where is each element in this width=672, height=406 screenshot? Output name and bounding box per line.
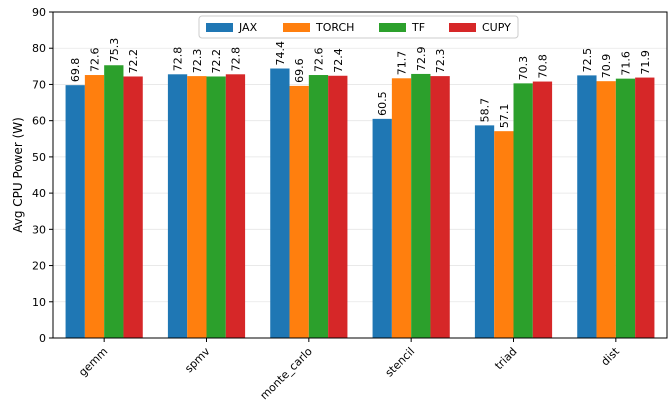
legend-label-cupy: CUPY (482, 21, 511, 34)
bar-value-label: 70.8 (536, 54, 549, 79)
x-tick-label: gemm (76, 345, 110, 379)
legend-swatch-cupy (449, 23, 476, 32)
legend-swatch-tf (379, 23, 406, 32)
bar-value-label: 72.6 (312, 48, 325, 73)
x-axis: gemm spmv monte_carlo stencil triad dist (76, 338, 622, 402)
bar-value-label: 58.7 (479, 98, 492, 123)
legend-label-jax: JAX (238, 21, 258, 34)
bar-value-label: 60.5 (376, 91, 389, 116)
y-axis: 0 10 20 30 40 50 60 70 80 90 (32, 6, 53, 345)
bar-torch-monte_carlo (289, 85, 309, 338)
bar-tf-stencil (411, 73, 431, 338)
bar-value-label: 71.9 (639, 50, 652, 75)
bar-value-label: 72.6 (89, 48, 102, 73)
bar-value-label: 57.1 (498, 104, 511, 128)
y-axis-label: Avg CPU Power (W) (11, 117, 25, 233)
legend-swatch-torch (283, 23, 310, 32)
y-tick-label: 90 (32, 6, 46, 19)
bar-cupy-triad (532, 81, 553, 339)
bar-value-label: 71.7 (396, 51, 409, 76)
bar-value-label: 72.3 (434, 49, 447, 74)
bar-value-label: 74.4 (274, 41, 287, 66)
bar-torch-dist (596, 81, 616, 338)
bar-jax-gemm (65, 85, 85, 339)
x-tick-label: triad (492, 345, 519, 372)
bar-jax-spmv (167, 74, 188, 339)
bar-torch-triad (494, 131, 514, 338)
bar-value-label: 69.8 (69, 58, 82, 83)
legend: JAX TORCH TF CUPY (198, 15, 519, 39)
bar-jax-monte_carlo (270, 68, 290, 339)
y-tick-label: 50 (32, 151, 46, 164)
bar-cupy-gemm (123, 76, 143, 338)
bar-value-label: 70.3 (517, 56, 530, 81)
x-tick-label: stencil (383, 345, 418, 380)
bar-tf-spmv (206, 76, 226, 338)
plot-frame (52, 11, 668, 339)
x-tick-label: dist (599, 344, 623, 368)
bar-cupy-monte_carlo (328, 75, 348, 339)
bar-value-label: 69.6 (293, 58, 306, 83)
bar-cupy-dist (635, 77, 655, 338)
y-tick-label: 10 (32, 296, 46, 309)
bar-torch-stencil (391, 78, 412, 338)
bar-tf-triad (513, 83, 533, 338)
bar-value-label: 71.6 (619, 51, 632, 76)
bar-tf-gemm (104, 65, 124, 338)
y-tick-label: 60 (32, 115, 46, 128)
legend-label-tf: TF (411, 21, 425, 34)
bar-value-label: 72.9 (415, 46, 428, 71)
grid-lines (53, 11, 667, 339)
legend-swatch-jax (206, 23, 233, 32)
bar-cupy-stencil (430, 76, 450, 338)
y-tick-label: 30 (32, 223, 46, 236)
bar-value-labels: 69.8 72.6 75.3 72.2 72.8 72.3 72.2 72.8 74.4 69.6… (69, 38, 652, 128)
bar-torch-spmv (187, 76, 207, 338)
bar-jax-dist (577, 75, 597, 338)
bar-jax-stencil (372, 118, 392, 338)
bar-value-label: 75.3 (108, 38, 121, 63)
bar-value-label: 72.2 (210, 49, 223, 74)
x-tick-label: spmv (182, 345, 213, 376)
bar-value-label: 72.2 (127, 49, 140, 74)
bar-jax-triad (474, 125, 495, 339)
bar-torch-gemm (84, 75, 105, 338)
legend-label-torch: TORCH (315, 21, 354, 34)
y-tick-label: 0 (39, 332, 46, 345)
y-tick-label: 80 (32, 42, 46, 55)
bar-value-label: 72.8 (172, 47, 185, 72)
bar-value-label: 72.5 (581, 48, 594, 73)
y-tick-label: 20 (32, 260, 46, 273)
bars (65, 65, 655, 339)
y-tick-label: 40 (32, 187, 46, 200)
legend-box (198, 15, 519, 39)
bar-tf-dist (615, 78, 636, 338)
bar-value-label: 72.4 (332, 48, 345, 73)
bar-cupy-spmv (225, 74, 246, 339)
bar-value-label: 70.9 (600, 54, 613, 79)
x-tick-label: monte_carlo (258, 345, 316, 403)
y-tick-label: 70 (32, 78, 46, 91)
bar-tf-monte_carlo (308, 75, 329, 338)
bar-value-label: 72.3 (191, 49, 204, 74)
bar-value-label: 72.8 (229, 47, 242, 72)
